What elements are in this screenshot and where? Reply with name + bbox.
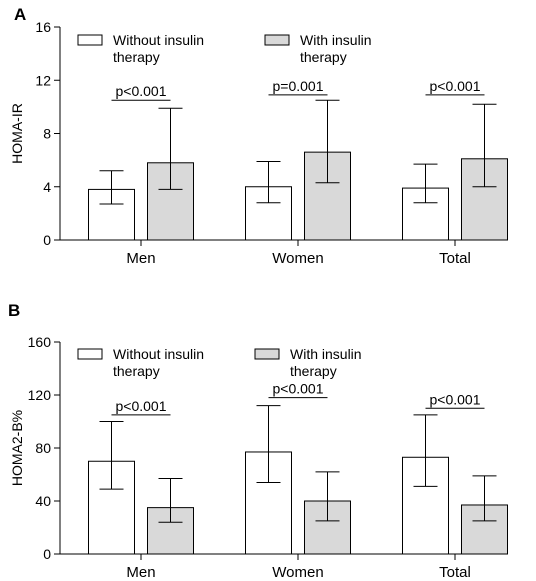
significance-label: p<0.001 <box>430 78 481 94</box>
legend-label: therapy <box>300 49 347 65</box>
legend-label: Without insulin <box>113 346 204 362</box>
x-tick-label: Total <box>439 250 471 267</box>
x-tick-label: Women <box>272 250 323 267</box>
y-tick-label: 4 <box>43 179 51 195</box>
significance-label: p<0.001 <box>430 391 481 407</box>
legend-swatch <box>254 348 280 360</box>
x-tick-label: Men <box>126 250 155 267</box>
y-tick-label: 12 <box>35 72 51 88</box>
legend-swatch <box>77 34 103 46</box>
y-tick-label: 16 <box>35 19 51 35</box>
significance-label: p=0.001 <box>273 78 324 94</box>
y-tick-label: 120 <box>28 387 52 403</box>
y-axis-label: HOMA2-B% <box>9 410 25 486</box>
y-tick-label: 160 <box>28 334 52 350</box>
significance-label: p<0.001 <box>116 83 167 99</box>
panel-label: A <box>14 5 26 24</box>
panel-label: B <box>8 301 20 320</box>
legend-swatch <box>264 34 290 46</box>
legend-label: therapy <box>113 49 160 65</box>
significance-label: p<0.001 <box>116 398 167 414</box>
legend-label: therapy <box>290 363 337 379</box>
x-tick-label: Men <box>126 564 155 581</box>
y-tick-label: 0 <box>43 546 51 562</box>
significance-label: p<0.001 <box>273 381 324 397</box>
y-tick-label: 8 <box>43 126 51 142</box>
x-tick-label: Total <box>439 564 471 581</box>
legend-label: therapy <box>113 363 160 379</box>
legend-label: With insulin <box>290 346 362 362</box>
legend-swatch <box>77 348 103 360</box>
x-tick-label: Women <box>272 564 323 581</box>
y-tick-label: 40 <box>35 493 51 509</box>
legend-label: With insulin <box>300 32 372 48</box>
y-tick-label: 0 <box>43 232 51 248</box>
y-axis-label: HOMA-IR <box>9 103 25 164</box>
y-tick-label: 80 <box>35 440 51 456</box>
legend-label: Without insulin <box>113 32 204 48</box>
